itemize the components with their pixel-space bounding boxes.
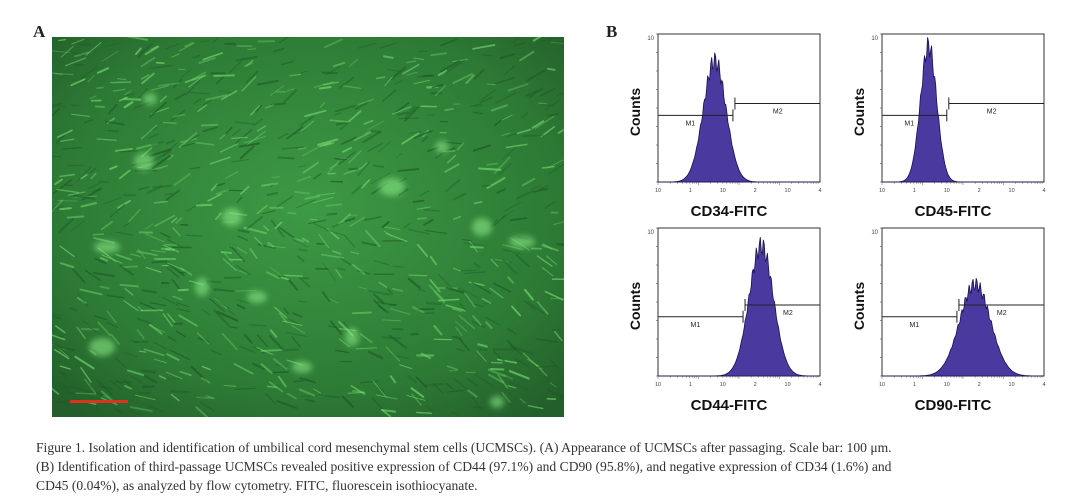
figure-caption: Figure 1. Isolation and identification o… (36, 438, 1076, 495)
gate-m1 (658, 109, 734, 122)
counts-axis-label: Counts (628, 88, 643, 136)
histogram-fill (882, 278, 1044, 377)
gate-m1 (882, 310, 958, 323)
gate-m2 (958, 298, 1044, 311)
panel-a-letter: A (33, 22, 46, 41)
gate-m1 (882, 109, 948, 122)
histogram-cd44: 10 Counts M1 M2 10 1 10 2 10 4 CD44-FITC (628, 222, 828, 416)
gate-m2-label: M2 (987, 109, 997, 116)
x-axis-title: CD45-FITC (915, 203, 992, 220)
y-tick-label: 10 (647, 36, 654, 42)
x-tick-label: 10 (879, 382, 885, 388)
gate-m2-label: M2 (997, 310, 1007, 317)
x-tick-label: 10 (655, 382, 661, 388)
histogram-cd34: 10 Counts M1 M2 10 1 10 2 10 4 CD34-FITC (628, 28, 828, 222)
caption-line-3: CD45 (0.04%), as analyzed by flow cytome… (36, 478, 478, 493)
x-tick-label: 10 (785, 382, 791, 388)
gate-m2-label: M2 (773, 109, 783, 116)
x-tick-label: 4 (818, 188, 821, 194)
caption-line-1: Figure 1. Isolation and identification o… (36, 440, 892, 455)
x-tick-label: 10 (785, 188, 791, 194)
x-tick-label: 4 (1042, 188, 1045, 194)
x-tick-label: 2 (754, 188, 757, 194)
gate-m2-label: M2 (783, 310, 793, 317)
counts-axis-label: Counts (852, 282, 867, 330)
y-tick-label: 10 (647, 230, 654, 236)
histogram-cd90: 10 Counts M1 M2 10 1 10 2 10 4 CD90-FITC (852, 222, 1052, 416)
x-tick-label: 10 (1009, 382, 1015, 388)
x-tick-label: 1 (913, 188, 916, 194)
x-tick-label: 10 (720, 188, 726, 194)
gate-m1 (658, 310, 744, 323)
x-axis-title: CD90-FITC (915, 397, 992, 414)
counts-axis-label: Counts (852, 88, 867, 136)
x-tick-label: 10 (944, 382, 950, 388)
counts-axis-label: Counts (628, 282, 643, 330)
x-axis-title: CD34-FITC (691, 203, 768, 220)
x-tick-label: 1 (689, 188, 692, 194)
x-tick-label: 10 (944, 188, 950, 194)
gate-m1-label: M1 (904, 120, 914, 127)
gate-m2 (948, 97, 1044, 110)
cell-texture (52, 37, 564, 417)
x-axis-title: CD44-FITC (691, 397, 768, 414)
scale-bar (70, 400, 128, 403)
caption-line-2: (B) Identification of third-passage UCMS… (36, 459, 892, 474)
gate-m2 (744, 298, 820, 311)
x-tick-label: 1 (689, 382, 692, 388)
gate-m1-label: M1 (691, 322, 701, 329)
x-tick-label: 10 (1009, 188, 1015, 194)
histogram-fill (658, 236, 820, 377)
x-tick-label: 4 (1042, 382, 1045, 388)
micrograph-image (52, 37, 564, 417)
y-tick-label: 10 (871, 230, 878, 236)
x-tick-label: 2 (978, 188, 981, 194)
panel-b-letter: B (606, 22, 618, 41)
gate-m2 (734, 97, 820, 110)
x-tick-label: 4 (818, 382, 821, 388)
gate-m1-label: M1 (909, 322, 919, 329)
x-tick-label: 2 (754, 382, 757, 388)
plot-frame (657, 33, 821, 183)
x-tick-label: 10 (879, 188, 885, 194)
x-tick-label: 10 (720, 382, 726, 388)
histogram-fill (658, 52, 820, 183)
x-tick-label: 1 (913, 382, 916, 388)
bright-cells (89, 93, 535, 408)
y-tick-label: 10 (871, 36, 878, 42)
x-tick-label: 10 (655, 188, 661, 194)
plot-frame (881, 33, 1045, 183)
x-tick-label: 2 (978, 382, 981, 388)
gate-m1-label: M1 (685, 120, 695, 127)
histogram-fill (882, 37, 1044, 183)
histogram-cd45: 10 Counts M1 M2 10 1 10 2 10 4 CD45-FITC (852, 28, 1052, 222)
